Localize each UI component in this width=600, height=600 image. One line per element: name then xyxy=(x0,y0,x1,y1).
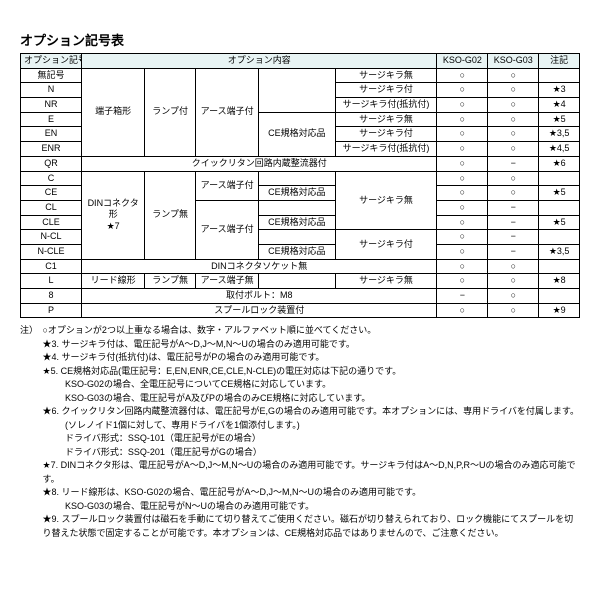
table-row: 無記号 端子箱形 ランプ付 アース端子付 サージキラ無 ○○ xyxy=(21,68,580,83)
table-row: C1 DINコネクタソケット無 ○○ xyxy=(21,259,580,274)
table-row: P スプールロック装置付 ○○★9 xyxy=(21,303,580,318)
table-header: オプション記号 オプション内容 KSO-G02 KSO-G03 注記 xyxy=(21,54,580,69)
table-row: QR クイックリタン回路内蔵整流器付 ○−★6 xyxy=(21,156,580,171)
table-title: オプション記号表 xyxy=(20,30,580,49)
h-g02: KSO-G02 xyxy=(437,54,488,69)
notes-block: 注）○オプションが2つ以上重なる場合は、数字・アルファベット順に並べてください。… xyxy=(20,324,580,540)
table-row: L リード線形 ランプ無 アース端子無 サージキラ無 ○○★8 xyxy=(21,274,580,289)
option-table: オプション記号 オプション内容 KSO-G02 KSO-G03 注記 無記号 端… xyxy=(20,53,580,318)
h-content: オプション内容 xyxy=(82,54,437,69)
h-code: オプション記号 xyxy=(21,54,82,69)
table-row: C DINコネクタ形 ★7 ランプ無 アース端子付 サージキラ無 ○○ xyxy=(21,171,580,186)
h-g03: KSO-G03 xyxy=(488,54,539,69)
table-row: 8 取付ボルト：M8 −○ xyxy=(21,289,580,304)
h-note: 注記 xyxy=(539,54,580,69)
